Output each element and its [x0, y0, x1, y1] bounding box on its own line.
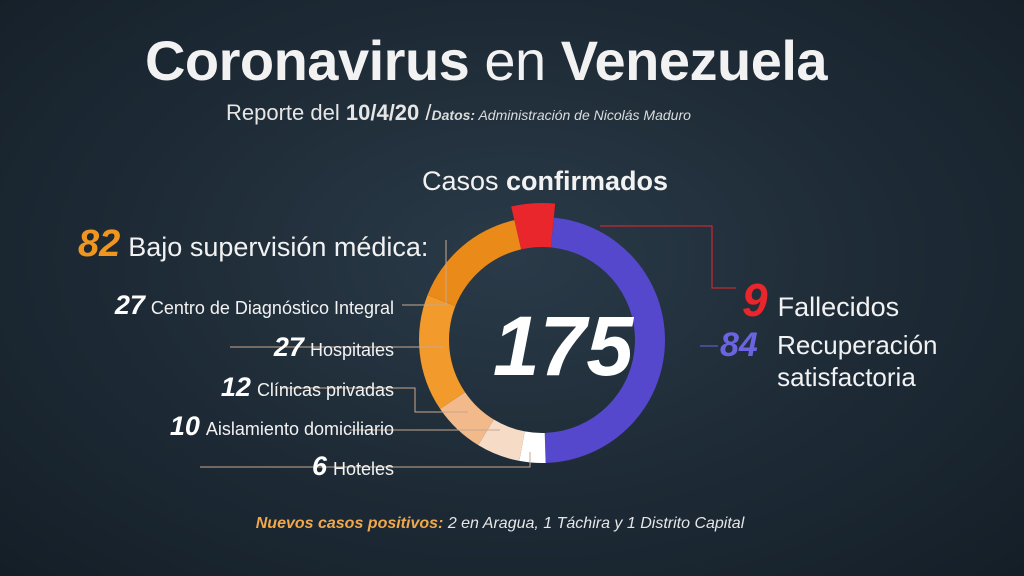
legend-value: 12 [220, 372, 251, 402]
recovered-stat: 84 Recuperación satisfactoria [720, 326, 938, 393]
recovered-label-line1: Recuperación [777, 330, 938, 360]
legend-value: 27 [114, 290, 145, 320]
legend-item-aislamiento: 10 Aislamiento domiciliario [170, 411, 394, 442]
legend-item-cdi: 27 Centro de Diagnóstico Integral [115, 290, 394, 321]
donut-slice-fallecidos [511, 203, 556, 250]
footer-text: 2 en Aragua, 1 Táchira y 1 Distrito Capi… [447, 515, 745, 532]
footer-note: Nuevos casos positivos: 2 en Aragua, 1 T… [0, 515, 1000, 533]
donut-slice-hospitales [418, 295, 465, 409]
legend-value: 6 [311, 451, 327, 481]
supervision-group: 82 Bajo supervisión médica: [78, 223, 428, 266]
legend-item-clinicas: 12 Clínicas privadas [221, 372, 394, 403]
deaths-label: Fallecidos [777, 292, 900, 322]
chart-heading-regular: Casos [421, 166, 499, 196]
source-line: Datos: Administración de Nicolás Maduro [432, 107, 691, 123]
chart-heading-bold: confirmados [506, 166, 669, 196]
title-main: Coronavirus [144, 29, 470, 92]
legend-value: 27 [273, 332, 304, 362]
title-connector: en [484, 29, 546, 92]
recovered-label-line2: satisfactoria [777, 362, 916, 392]
donut-slice-centro-de-diagn-stico-integral [427, 220, 522, 306]
legend-label: Centro de Diagnóstico Integral [150, 298, 394, 318]
total-cases-label: 175 [493, 299, 634, 393]
recovered-value: 84 [720, 326, 758, 364]
page-title: Coronavirus en Venezuela [0, 28, 972, 93]
legend-item-hoteles: 6 Hoteles [312, 451, 394, 482]
leader-line [200, 452, 531, 468]
legend-label: Hoteles [332, 459, 394, 479]
leader-line [402, 240, 447, 306]
legend-label: Hospitales [309, 340, 394, 360]
source-text: Administración de Nicolás Maduro [478, 107, 691, 123]
donut-slice-cl-nicas-privadas [440, 392, 494, 446]
footer-label: Nuevos casos positivos: [255, 515, 444, 532]
report-prefix: Reporte del [226, 100, 340, 125]
legend-value: 10 [169, 411, 200, 441]
subtitle: Reporte del 10/4/20 /Datos: Administraci… [226, 100, 691, 126]
title-country: Venezuela [560, 29, 828, 92]
subtitle-separator: / [425, 100, 432, 125]
donut-slice-hoteles [519, 431, 546, 463]
leader-line [280, 387, 468, 413]
chart-heading: Casos confirmados [0, 166, 1024, 197]
supervision-value: 82 [78, 223, 121, 265]
donut-slice-recuperaci-n-satisfactoria [544, 217, 665, 463]
report-date: 10/4/20 [345, 100, 420, 125]
deaths-stat: 9 Fallecidos [742, 273, 899, 327]
supervision-label: Bajo supervisión médica: [128, 232, 429, 262]
legend-label: Clínicas privadas [256, 380, 394, 400]
recovered-label: Recuperación satisfactoria [777, 329, 937, 393]
legend-label: Aislamiento domiciliario [205, 419, 394, 439]
deaths-value: 9 [742, 274, 768, 326]
source-label: Datos: [431, 107, 476, 123]
leader-line [600, 225, 736, 289]
legend-item-hospitales: 27 Hospitales [274, 332, 394, 363]
